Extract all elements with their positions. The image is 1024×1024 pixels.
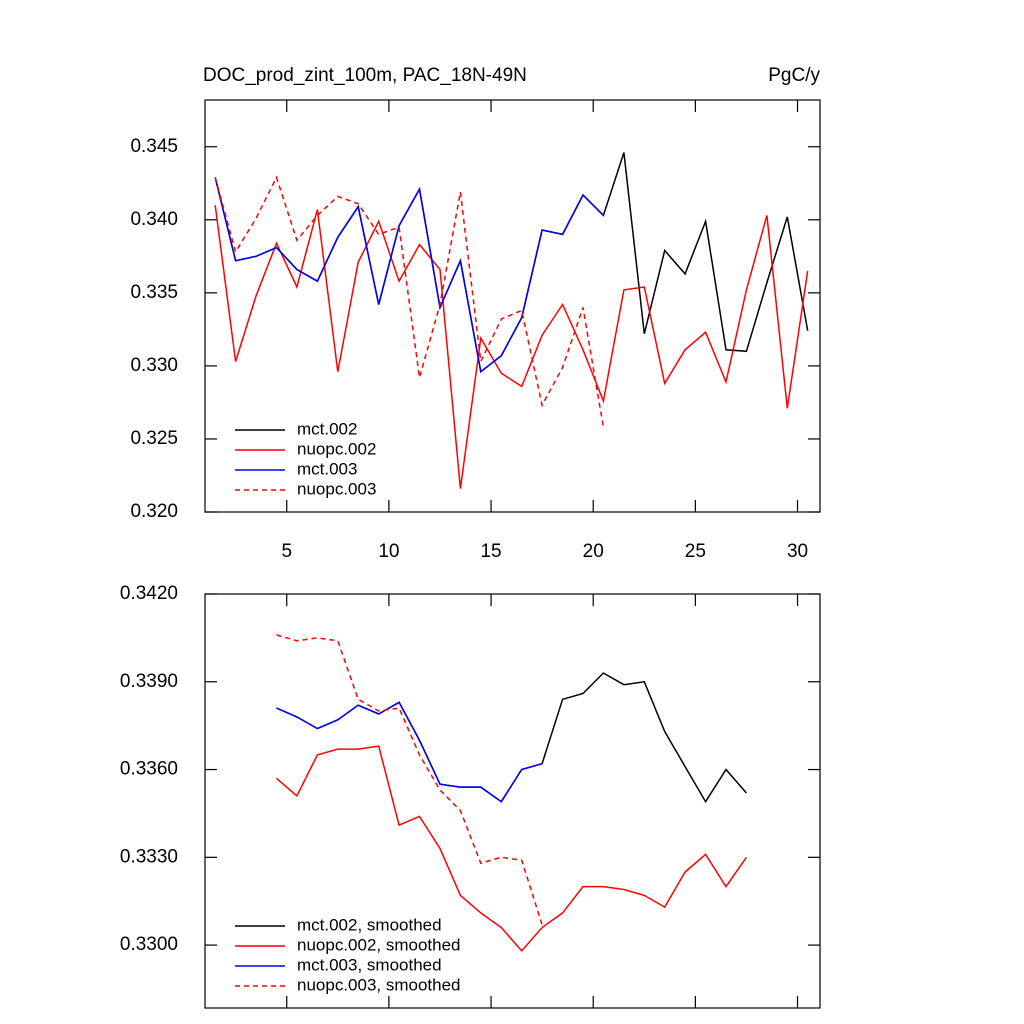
x-tick-label: 10 [378, 541, 399, 562]
series-line [276, 634, 543, 925]
y-tick-label: 0.3300 [120, 934, 178, 955]
series-line [276, 701, 543, 803]
series-line [214, 177, 604, 374]
legend-label: nuopc.002 [297, 439, 376, 458]
x-tick-label: 30 [787, 541, 808, 562]
legend-label: mct.003, smoothed [297, 955, 442, 974]
x-tick-label: 15 [480, 541, 501, 562]
legend-label: nuopc.003 [297, 479, 376, 498]
x-tick-label: 5 [281, 541, 292, 562]
legend-label: nuopc.003, smoothed [297, 975, 461, 994]
y-tick-label: 0.3420 [120, 583, 178, 604]
y-tick-label: 0.330 [130, 355, 178, 376]
series-line [214, 205, 809, 489]
y-tick-label: 0.345 [130, 136, 178, 157]
x-tick-label: 25 [685, 541, 706, 562]
plot-frame [204, 99, 821, 513]
legend-label: nuopc.002, smoothed [297, 935, 461, 954]
series-line [276, 745, 748, 953]
y-tick-label: 0.340 [130, 209, 178, 230]
chart-units: PgC/y [768, 65, 820, 86]
y-tick-label: 0.3330 [120, 846, 178, 867]
legend-label: mct.002, smoothed [297, 915, 442, 934]
plot-frame [204, 593, 821, 1009]
y-tick-label: 0.3390 [120, 671, 178, 692]
y-tick-label: 0.3360 [120, 759, 178, 780]
legend-label: mct.003 [297, 459, 357, 478]
y-tick-label: 0.335 [130, 282, 178, 303]
series-line [276, 672, 747, 804]
chart-title: DOC_prod_zint_100m, PAC_18N-49N [203, 65, 527, 86]
series-line [214, 175, 605, 428]
y-tick-label: 0.325 [130, 428, 178, 449]
y-tick-label: 0.320 [130, 501, 178, 522]
legend-label: mct.002 [297, 419, 357, 438]
x-tick-label: 20 [583, 541, 604, 562]
